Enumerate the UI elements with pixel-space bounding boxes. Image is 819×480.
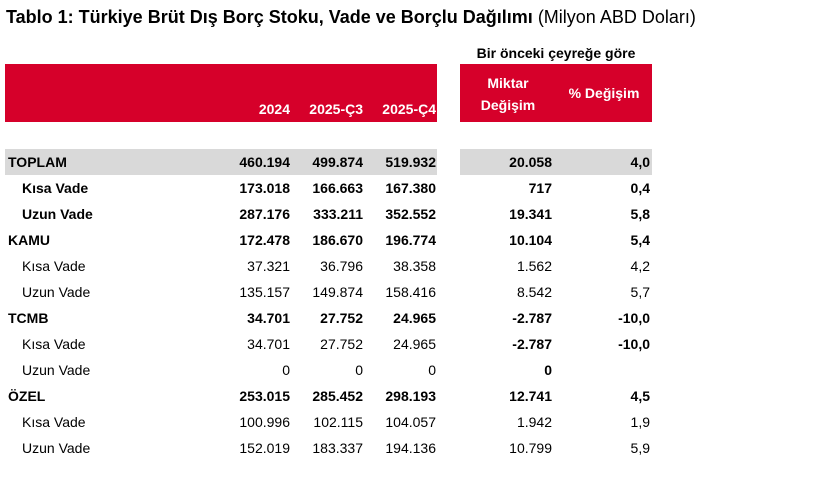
cell-value: 186.670	[312, 232, 363, 248]
cell-value: -2.787	[512, 336, 552, 352]
cell-value: 36.796	[320, 258, 363, 274]
cell-value: 27.752	[320, 310, 363, 326]
cell-value: 27.752	[320, 336, 363, 352]
cell-value: -10,0	[618, 310, 650, 326]
cell-value: 0	[544, 362, 552, 378]
cell-value: 194.136	[385, 440, 436, 456]
column-header: 2025-Ç3	[309, 101, 363, 117]
column-header: 2024	[258, 101, 290, 117]
cell-value: 158.416	[385, 284, 436, 300]
header-band	[460, 64, 652, 122]
cell-value: 717	[528, 180, 552, 196]
cell-value: 5,7	[630, 284, 650, 300]
cell-value: 0	[355, 362, 363, 378]
cell-value: 135.157	[239, 284, 290, 300]
column-header: 2025-Ç4	[382, 101, 436, 117]
cell-value: 24.965	[393, 310, 436, 326]
cell-value: 10.104	[509, 232, 552, 248]
row-label: Uzun Vade	[22, 440, 91, 456]
row-label: Kısa Vade	[22, 180, 89, 196]
title-main: Tablo 1: Türkiye Brüt Dış Borç Stoku, Va…	[6, 7, 533, 27]
header-band	[5, 64, 437, 122]
cell-value: 149.874	[312, 284, 363, 300]
cell-value: 12.741	[509, 388, 552, 404]
cell-value: 183.337	[312, 440, 363, 456]
cell-value: 10.799	[509, 440, 552, 456]
cell-value: 24.965	[393, 336, 436, 352]
row-label: ÖZEL	[8, 388, 46, 404]
cell-value: 1.942	[516, 414, 552, 430]
row-label: Uzun Vade	[22, 362, 91, 378]
cell-value: -10,0	[618, 336, 650, 352]
total-band	[460, 149, 652, 175]
row-label: KAMU	[8, 232, 50, 248]
cell-value: 1,9	[630, 414, 650, 430]
cell-value: 34.701	[247, 310, 290, 326]
cell-value: 4,5	[630, 388, 650, 404]
cell-value: 5,9	[630, 440, 650, 456]
row-label: Kısa Vade	[22, 258, 86, 274]
cell-value: 102.115	[313, 414, 363, 430]
total-band	[5, 149, 437, 175]
cell-value: 285.452	[312, 388, 363, 404]
column-header: % Değişim	[568, 85, 640, 101]
cell-value: 287.176	[239, 206, 290, 222]
cell-value: 1.562	[516, 258, 552, 274]
row-label: Kısa Vade	[22, 336, 86, 352]
cell-value: 460.194	[239, 154, 290, 170]
cell-value: 352.552	[385, 206, 436, 222]
cell-value: 37.321	[247, 258, 290, 274]
cell-value: 100.996	[239, 414, 290, 430]
row-label: Uzun Vade	[22, 284, 91, 300]
row-label: TOPLAM	[8, 154, 67, 170]
cell-value: 333.211	[313, 206, 363, 222]
row-label: Kısa Vade	[22, 414, 86, 430]
cell-value: 5,8	[630, 206, 650, 222]
cell-value: 152.019	[239, 440, 290, 456]
cell-value: 166.663	[312, 180, 363, 196]
cell-value: 38.358	[393, 258, 436, 274]
title: Tablo 1: Türkiye Brüt Dış Borç Stoku, Va…	[6, 7, 696, 28]
cell-value: 4,0	[630, 154, 650, 170]
cell-value: 519.932	[385, 154, 436, 170]
cell-value: 8.542	[516, 284, 552, 300]
cell-value: 0	[282, 362, 290, 378]
cell-value: 499.874	[312, 154, 363, 170]
group-header: Bir önceki çeyreğe göre	[476, 45, 636, 61]
column-header: Miktar Değişim	[480, 75, 536, 113]
row-label: Uzun Vade	[22, 206, 93, 222]
title-unit: (Milyon ABD Doları)	[537, 7, 696, 27]
cell-value: 4,2	[630, 258, 650, 274]
cell-value: 167.380	[385, 180, 436, 196]
cell-value: 5,4	[630, 232, 650, 248]
cell-value: 253.015	[239, 388, 290, 404]
cell-value: 298.193	[385, 388, 436, 404]
cell-value: 19.341	[509, 206, 552, 222]
cell-value: 196.774	[385, 232, 436, 248]
cell-value: 0	[428, 362, 436, 378]
cell-value: 173.018	[239, 180, 290, 196]
cell-value: 20.058	[509, 154, 552, 170]
cell-value: 172.478	[239, 232, 290, 248]
cell-value: 0,4	[630, 180, 650, 196]
cell-value: 34.701	[247, 336, 290, 352]
cell-value: -2.787	[512, 310, 552, 326]
row-label: TCMB	[8, 310, 49, 326]
cell-value: 104.057	[385, 414, 436, 430]
